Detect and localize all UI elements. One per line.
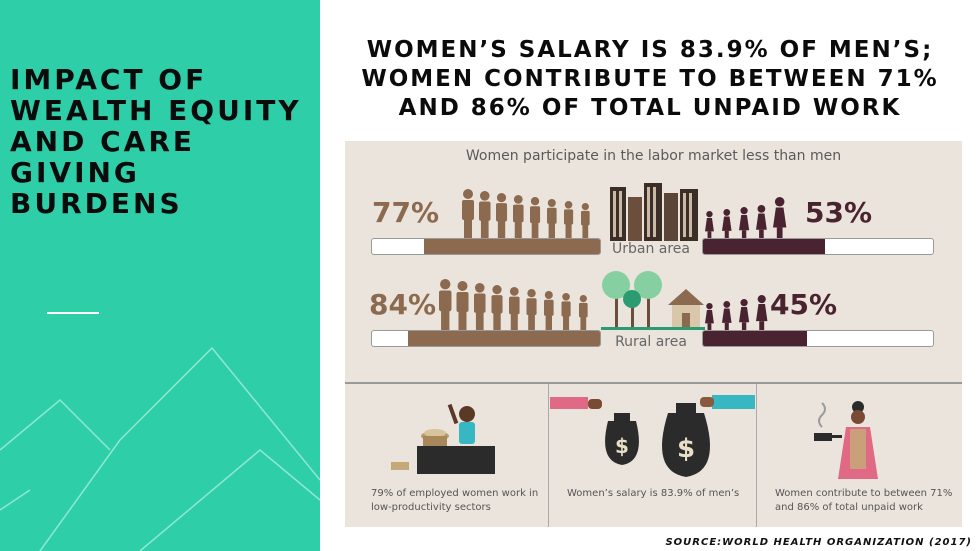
men-figure-icon (513, 195, 524, 239)
men-figure-icon (530, 197, 541, 239)
urban-area-label: Urban area (611, 241, 690, 257)
slide-title: IMPACT OF WEALTH EQUITY AND CARE GIVING … (10, 63, 302, 220)
urban-men-bar (371, 238, 601, 255)
women-figure-icon (722, 301, 732, 331)
men-figure-icon (479, 191, 491, 239)
urban-women-figures (705, 197, 787, 239)
men-figure-icon (496, 193, 508, 239)
men-figure-icon (564, 201, 574, 239)
urban-women-percent: 53% (805, 196, 873, 229)
title-divider (47, 312, 99, 314)
men-figure-icon (509, 287, 520, 331)
cooking-woman-icon (814, 401, 878, 479)
panel-divider-2 (756, 384, 757, 527)
men-figure-icon (474, 283, 486, 331)
vendor-icon (391, 403, 495, 474)
men-figure-icon (561, 293, 571, 331)
trees-icon (602, 271, 662, 329)
men-figure-icon (526, 289, 537, 331)
money-bag-icon: $ (605, 413, 639, 465)
women-figure-icon (756, 295, 768, 331)
rural-women-figures (705, 295, 768, 331)
rural-women-bar (702, 330, 934, 347)
headline: WOMEN’S SALARY IS 83.9% OF MEN’S; WOMEN … (361, 37, 939, 121)
rural-women-percent: 45% (770, 288, 838, 321)
money-bag-icon-large: $ (662, 403, 710, 477)
women-figure-icon (739, 299, 750, 331)
urban-men-percent: 77% (372, 196, 440, 229)
women-figure-icon (705, 303, 714, 331)
urban-women-bar (702, 238, 934, 255)
rural-area-label: Rural area (615, 334, 687, 350)
source-citation: SOURCE:WORLD HEALTH ORGANIZATION (2017) (665, 537, 972, 548)
women-figure-icon (705, 211, 714, 239)
rural-men-bar (371, 330, 601, 347)
svg-text:$: $ (677, 434, 695, 464)
money-exchange-icon: $ $ (550, 395, 755, 477)
rural-men-bar-fill (408, 331, 600, 346)
ground-line (601, 327, 705, 330)
urban-women-bar-fill (703, 239, 825, 254)
rural-men-percent: 84% (369, 288, 437, 321)
unpaid-work-caption: Women contribute to between 71% and 86% … (775, 488, 953, 513)
infographic-title: Women participate in the labor market le… (465, 148, 842, 164)
men-figure-icon (439, 279, 452, 331)
men-figure-icon (579, 295, 588, 331)
men-figure-icon (547, 199, 557, 239)
women-figure-icon (773, 197, 787, 239)
men-figure-icon (456, 281, 469, 331)
women-figure-icon (756, 205, 767, 239)
men-figure-icon (581, 203, 590, 239)
left-panel: IMPACT OF WEALTH EQUITY AND CARE GIVING … (0, 0, 320, 551)
women-figure-icon (739, 207, 750, 239)
salary-caption: Women’s salary is 83.9% of men’s (567, 488, 740, 499)
employment-caption: 79% of employed women work in low-produc… (371, 488, 539, 513)
rural-men-figures (439, 279, 588, 331)
women-figure-icon (722, 209, 732, 239)
urban-men-bar-fill (424, 239, 600, 254)
house-icon (668, 289, 704, 327)
rural-women-bar-fill (703, 331, 807, 346)
men-figure-icon (462, 189, 474, 239)
urban-men-figures (462, 189, 590, 239)
svg-text:$: $ (615, 434, 629, 458)
infographic-card: Women participate in the labor market le… (345, 141, 962, 527)
city-buildings-icon (610, 183, 698, 241)
panel-divider-1 (548, 384, 549, 527)
mountain-outline-decoration (0, 346, 320, 551)
men-figure-icon (544, 291, 554, 331)
section-separator (345, 382, 962, 384)
men-figure-icon (491, 285, 503, 331)
